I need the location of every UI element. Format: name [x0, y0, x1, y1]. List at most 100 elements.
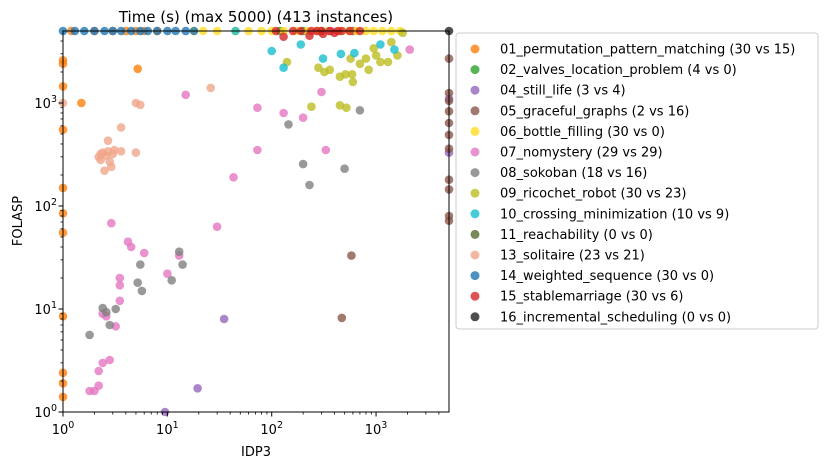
point-s8-8 [390, 45, 399, 54]
y-axis-label: FOLASP [11, 196, 26, 246]
legend-label-9: 11_reachability (0 vs 0) [500, 228, 653, 243]
point-s5-4 [98, 358, 107, 368]
point-s10-17 [206, 83, 215, 93]
point-s5-26 [321, 145, 331, 155]
legend-label-0: 01_permutation_pattern_matching (30 vs 1… [500, 43, 795, 58]
point-s6-10 [178, 260, 187, 269]
legend-label-11: 14_weighted_sequence (30 vs 0) [500, 269, 714, 284]
point-s7-14 [364, 65, 374, 75]
point-s8-5 [336, 49, 346, 59]
legend-marker-2 [470, 85, 480, 95]
legend-label-13: 16_incremental_scheduling (0 vs 0) [500, 310, 731, 325]
point-s6-5 [133, 278, 142, 288]
legend-label-12: 15_stablemarriage (30 vs 6) [500, 290, 683, 305]
y-tick-label-3: 103 [34, 94, 57, 112]
plot-frame [62, 30, 450, 413]
point-s7-13 [361, 54, 371, 63]
point-s10-15 [136, 100, 145, 110]
legend-label-6: 08_sokoban (18 vs 16) [500, 166, 647, 181]
point-s8-6 [350, 48, 359, 58]
point-s5-11 [115, 296, 125, 306]
x-axis-label: IDP3 [241, 445, 271, 460]
y-tick-label-1: 101 [34, 300, 57, 318]
legend-label-1: 02_valves_location_problem (4 vs 0) [500, 63, 737, 78]
point-s5-16 [163, 269, 172, 279]
point-s5-13 [126, 242, 136, 252]
legend-label-3: 05_graceful_graphs (2 vs 16) [500, 104, 689, 119]
legend-marker-1 [470, 65, 480, 75]
point-s7-2 [314, 63, 323, 72]
point-s5-3 [94, 366, 103, 376]
point-s7-21 [398, 28, 408, 38]
legend-marker-10 [470, 250, 480, 260]
point-s0-12 [77, 98, 86, 108]
point-s6-6 [136, 260, 145, 269]
point-s2-1 [193, 384, 202, 393]
point-s7-12 [355, 59, 365, 69]
legend-marker-5 [470, 147, 480, 157]
legend-frame [455, 32, 819, 330]
legend-marker-0 [470, 44, 480, 54]
x-tick-label-1: 101 [156, 420, 179, 438]
point-s5-19 [212, 222, 222, 231]
point-s6-13 [305, 180, 314, 190]
point-s12-13 [305, 31, 314, 40]
point-s8-1 [267, 46, 277, 56]
point-s2-2 [219, 314, 229, 324]
point-s5-10 [115, 281, 125, 290]
points-layer [58, 26, 454, 417]
plot-area [63, 31, 449, 412]
point-s3-1 [337, 313, 347, 323]
point-s5-28 [405, 45, 415, 54]
legend-label-7: 09_ricochet_robot (30 vs 23) [500, 187, 687, 202]
point-s5-25 [317, 87, 326, 97]
legend-marker-3 [470, 106, 480, 116]
legend-marker-9 [470, 229, 480, 239]
legend-marker-13 [470, 312, 480, 322]
point-s6-14 [340, 164, 349, 173]
point-s5-23 [279, 108, 288, 118]
point-s10-16 [131, 148, 141, 157]
point-s10-8 [107, 162, 116, 172]
legend-marker-11 [470, 271, 480, 281]
point-s0-13 [133, 64, 142, 74]
point-s10-12 [116, 123, 126, 132]
chart-title: Time (s) (max 5000) (413 instances) [118, 8, 393, 26]
point-s5-21 [253, 103, 262, 112]
point-s5-14 [139, 248, 149, 258]
point-s7-17 [376, 57, 385, 67]
point-s10-4 [100, 166, 109, 175]
x-tick-label-3: 103 [365, 420, 388, 438]
point-s8-3 [296, 40, 306, 49]
legend-label-4: 06_bottle_filling (30 vs 0) [500, 125, 665, 140]
point-s7-16 [371, 51, 381, 60]
point-s5-5 [105, 355, 114, 365]
point-s6-7 [137, 286, 147, 296]
point-s8-2 [279, 63, 288, 72]
point-s5-18 [181, 90, 190, 100]
point-s7-15 [369, 44, 379, 53]
y-tick-label-2: 102 [34, 197, 57, 215]
legend-label-8: 10_crossing_minimization (10 vs 9) [500, 207, 729, 222]
point-s12-1 [279, 32, 288, 41]
x-tick-label-2: 102 [260, 420, 283, 438]
legend: 01_permutation_pattern_matching (30 vs 1… [455, 32, 819, 330]
point-s7-8 [342, 103, 351, 112]
point-s7-4 [325, 65, 335, 75]
legend-label-10: 13_solitaire (23 vs 21) [500, 249, 645, 264]
point-s7-11 [348, 77, 358, 87]
point-s5-2 [94, 381, 103, 391]
point-s6-11 [284, 120, 293, 129]
point-s7-1 [307, 102, 316, 111]
legend-label-2: 04_still_life (3 vs 4) [500, 84, 626, 99]
point-s3-0 [347, 251, 356, 260]
legend-marker-12 [470, 291, 480, 301]
point-s10-11 [103, 136, 113, 145]
point-s6-15 [355, 106, 365, 115]
point-s6-0 [85, 330, 94, 340]
point-s6-8 [167, 276, 176, 285]
point-s8-4 [318, 54, 328, 63]
point-s6-4 [111, 304, 120, 314]
point-s8-7 [376, 40, 385, 49]
